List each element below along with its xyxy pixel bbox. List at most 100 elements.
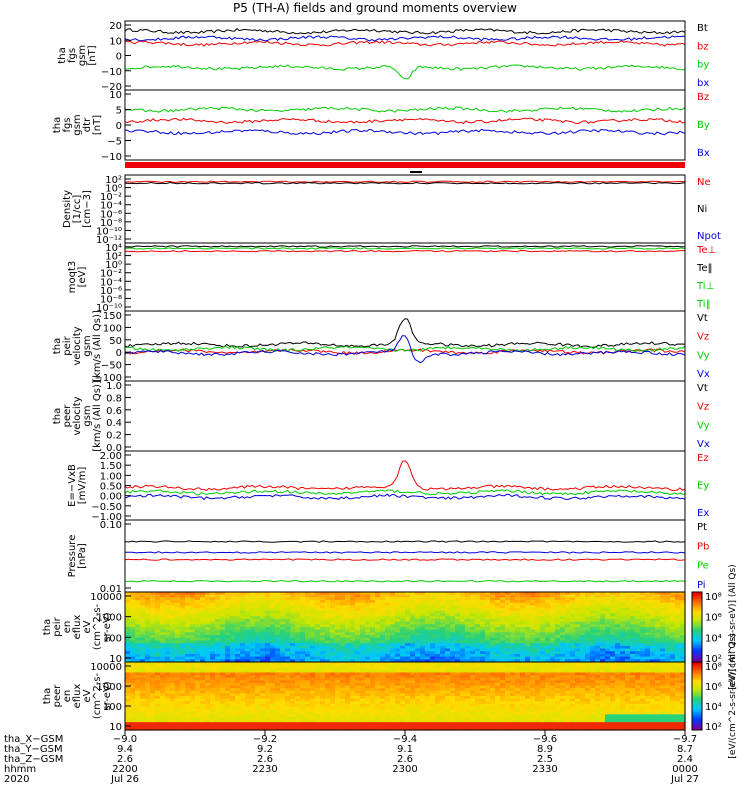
spectrogram-cell <box>395 703 401 708</box>
spectrogram-cell <box>295 600 301 604</box>
spectrogram-cell <box>500 637 506 642</box>
spectrogram-cell <box>260 643 266 647</box>
spectrogram-cell <box>190 698 196 702</box>
spectrogram-cell <box>385 651 391 655</box>
spectrogram-cell <box>615 635 621 639</box>
spectrogram-cell <box>215 724 221 728</box>
spectrogram-cell <box>640 656 646 660</box>
spectrogram-cell <box>495 711 501 715</box>
spectrogram-cell <box>230 653 236 658</box>
spectrogram-cell <box>350 592 356 596</box>
spectrogram-cell <box>260 632 266 636</box>
spectrogram-cell <box>360 624 366 628</box>
spectrogram-cell <box>585 651 591 655</box>
spectrogram-cell <box>405 632 411 636</box>
spectrogram-cell <box>440 667 446 671</box>
spectrogram-cell <box>250 640 256 644</box>
spectrogram-cell <box>505 624 511 628</box>
spectrogram-cell <box>505 685 511 689</box>
spectrogram-cell <box>315 613 321 617</box>
spectrogram-cell <box>280 629 286 633</box>
colorbar-cell <box>692 599 702 602</box>
spectrogram-cell <box>405 724 411 728</box>
spectrogram-cell <box>210 722 216 726</box>
spectrogram-cell <box>185 714 191 718</box>
spectrogram-cell <box>215 690 221 694</box>
spectrogram-cell <box>200 711 206 715</box>
spectrogram-cell <box>280 651 286 655</box>
spectrogram-cell <box>125 698 131 702</box>
spectrogram-cell <box>200 727 206 731</box>
spectrogram-cell <box>420 672 426 676</box>
spectrogram-cell <box>590 600 596 604</box>
spectrogram-cell <box>645 594 651 598</box>
spectrogram-cell <box>620 629 626 633</box>
spectrogram-cell <box>520 621 526 625</box>
spectrogram-cell <box>195 677 201 681</box>
spectrogram-cell <box>565 600 571 604</box>
spectrogram-cell <box>450 696 456 700</box>
spectrogram-cell <box>645 613 651 617</box>
spectrogram-cell <box>365 709 371 713</box>
spectrogram-cell <box>375 624 381 628</box>
spectrogram-cell <box>235 690 241 694</box>
spectrogram-cell <box>305 645 311 650</box>
spectrogram-cell <box>670 608 676 612</box>
spectrogram-cell <box>250 600 256 604</box>
spectrogram-cell <box>295 662 301 666</box>
spectrogram-cell <box>340 716 346 721</box>
spectrogram-cell <box>135 722 141 726</box>
spectrogram-cell <box>370 719 376 723</box>
spectrogram-cell <box>640 637 646 642</box>
spectrogram-cell <box>400 640 406 644</box>
spectrogram-cell <box>370 688 376 692</box>
spectrogram-cell <box>185 624 191 628</box>
spectrogram-cell <box>505 632 511 636</box>
spectrogram-cell <box>215 677 221 681</box>
spectrogram-cell <box>145 637 151 642</box>
spectrogram-cell <box>505 648 511 652</box>
spectrogram-cell <box>355 643 361 647</box>
spectrogram-cell <box>475 719 481 723</box>
spectrogram-cell <box>505 714 511 718</box>
spectrogram-cell <box>380 672 386 676</box>
spectrogram-cell <box>365 677 371 681</box>
spectrogram-cell <box>625 648 631 652</box>
spectrogram-cell <box>500 714 506 718</box>
spectrogram-cell <box>300 724 306 728</box>
spectrogram-cell <box>555 656 561 660</box>
spectrogram-cell <box>545 624 551 628</box>
spectrogram-cell <box>565 618 571 623</box>
spectrogram-cell <box>460 640 466 644</box>
spectrogram-cell <box>165 618 171 623</box>
spectrogram-cell <box>290 701 296 705</box>
spectrogram-cell <box>445 690 451 694</box>
spectrogram-cell <box>425 688 431 692</box>
spectrogram-cell <box>315 690 321 694</box>
spectrogram-cell <box>205 600 211 604</box>
spectrogram-cell <box>285 645 291 650</box>
spectrogram-cell <box>290 645 296 650</box>
spectrogram-cell <box>510 645 516 650</box>
spectrogram-cell <box>180 594 186 598</box>
spectrogram-cell <box>655 653 661 658</box>
spectrogram-cell <box>175 703 181 708</box>
spectrogram-cell <box>510 597 516 601</box>
spectrogram-cell <box>335 637 341 642</box>
spectrogram-cell <box>630 592 636 596</box>
spectrogram-cell <box>205 613 211 617</box>
spectrogram-cell <box>555 637 561 642</box>
spectrogram-cell <box>275 662 281 666</box>
spectrogram-cell <box>250 690 256 694</box>
spectrogram-cell <box>255 608 261 612</box>
spectrogram-cell <box>345 696 351 700</box>
spectrogram-cell <box>160 648 166 652</box>
spectrogram-cell <box>200 656 206 660</box>
colorbar-cell <box>692 624 702 628</box>
spectrogram-cell <box>240 667 246 671</box>
spectrogram-cell <box>275 672 281 676</box>
spectrogram-cell <box>565 624 571 628</box>
spectrogram-cell <box>205 664 211 668</box>
spectrogram-cell <box>240 643 246 647</box>
spectrogram-cell <box>155 632 161 636</box>
